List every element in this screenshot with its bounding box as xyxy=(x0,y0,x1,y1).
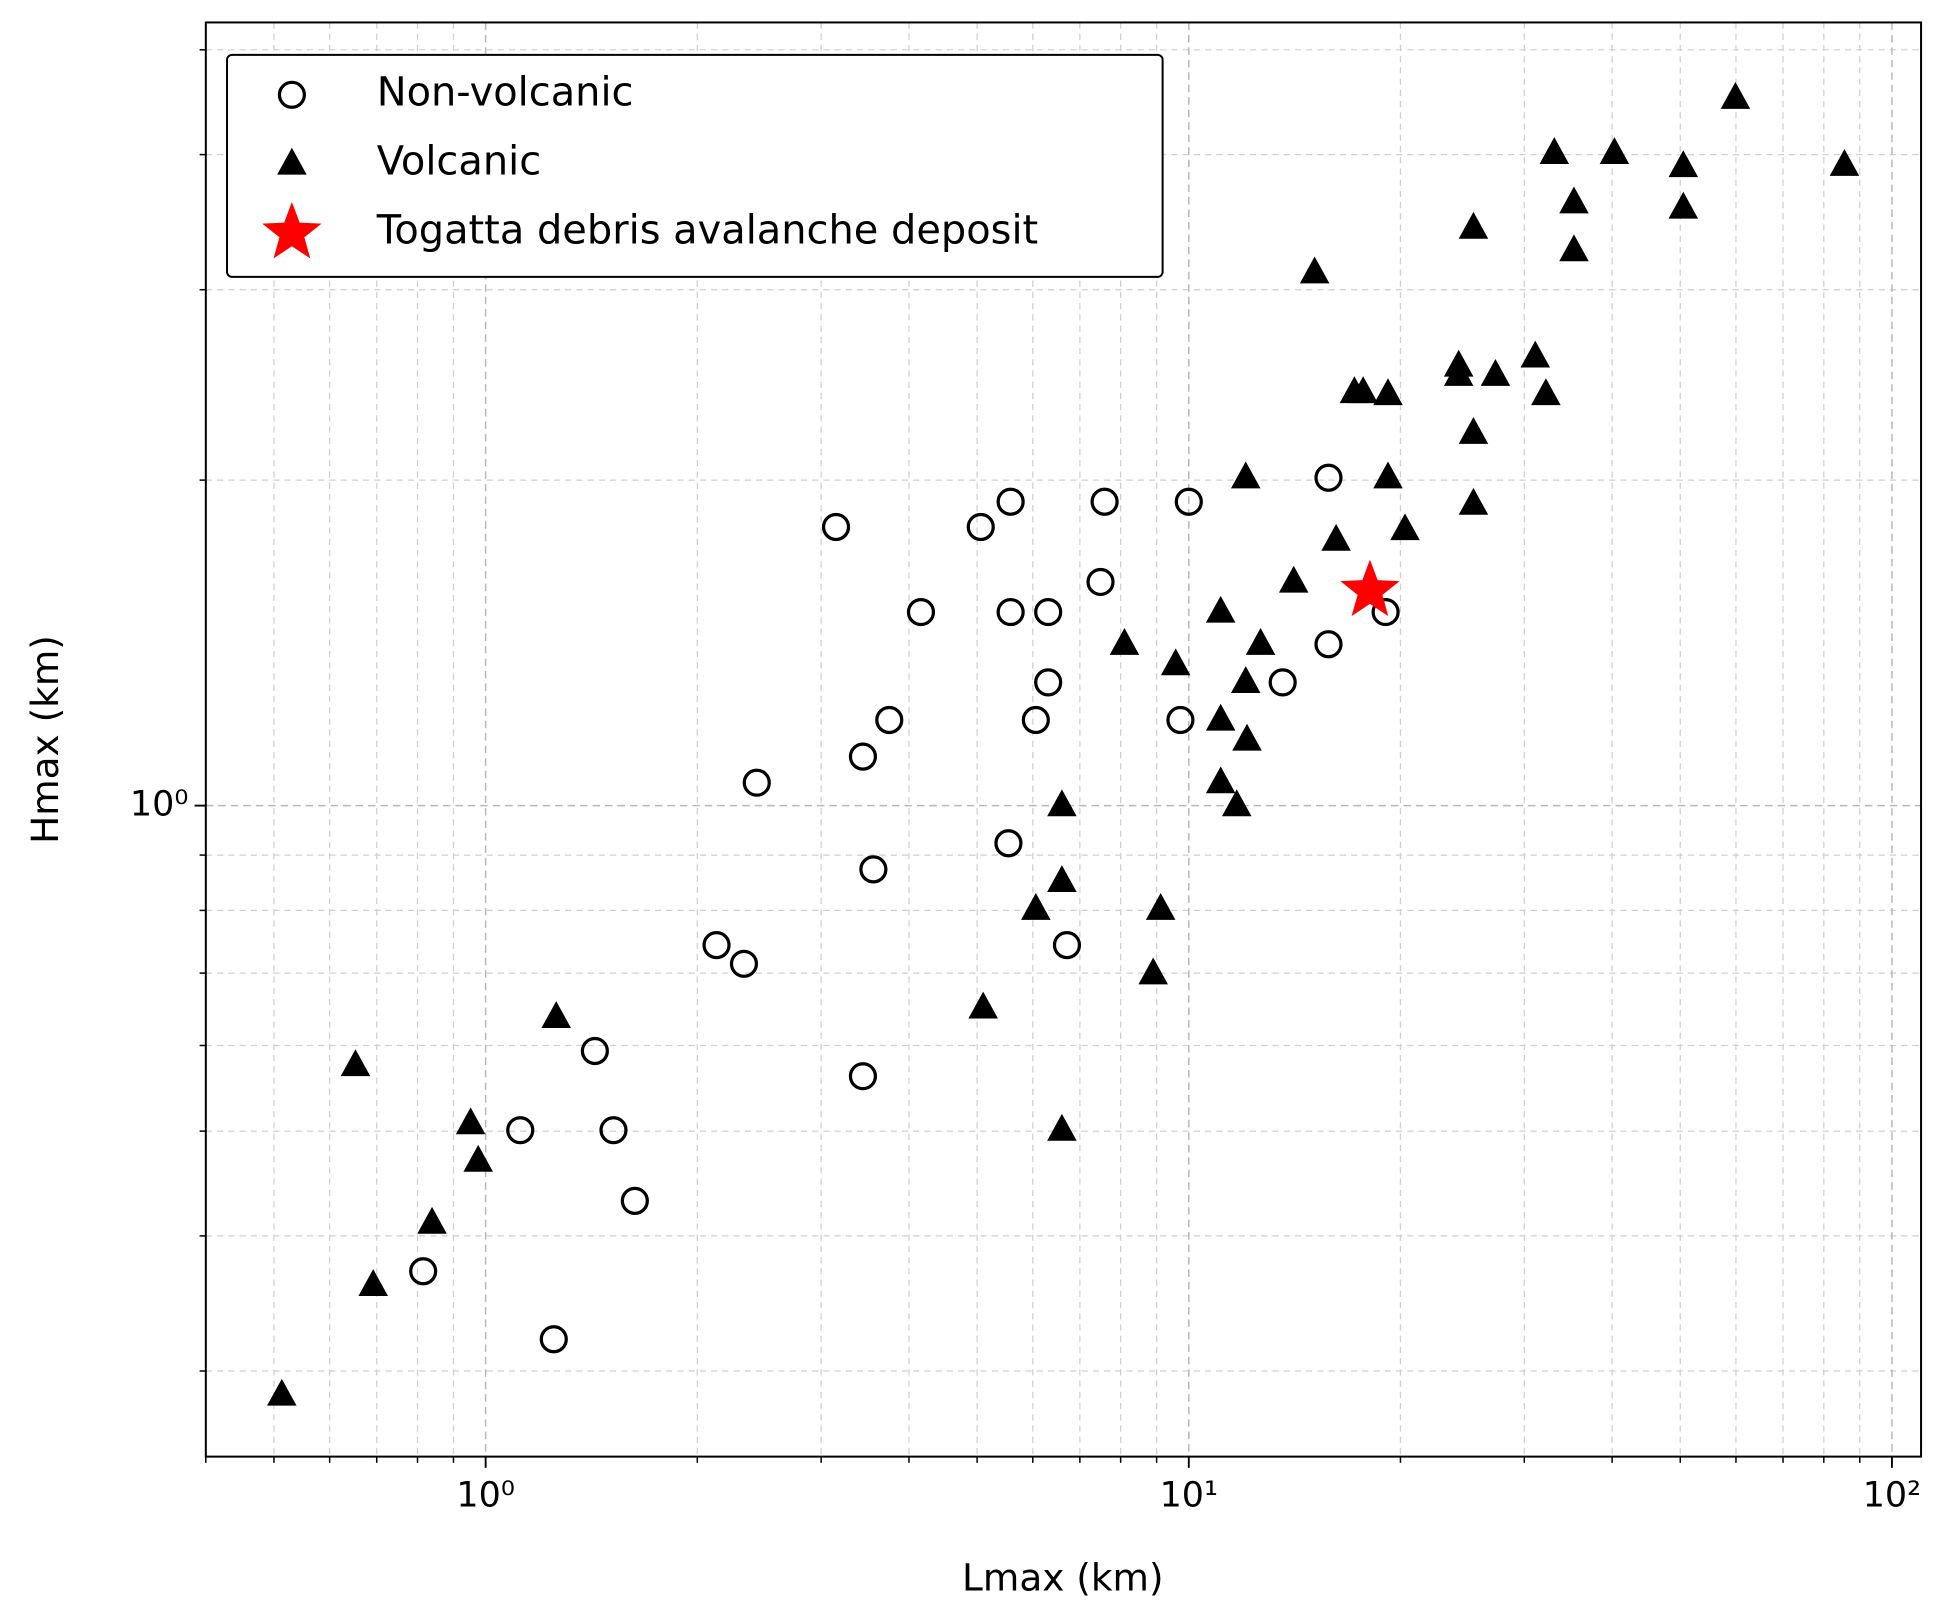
marker-triangle xyxy=(1021,892,1051,920)
marker-circle xyxy=(859,855,888,884)
marker-triangle xyxy=(1205,766,1236,794)
marker-triangle xyxy=(1230,666,1261,694)
marker-circle xyxy=(1021,705,1050,735)
marker-triangle xyxy=(1160,648,1191,676)
marker-star xyxy=(262,202,322,259)
marker-circle xyxy=(1052,931,1082,960)
marker-circle xyxy=(996,487,1025,516)
marker-triangle xyxy=(1458,487,1489,515)
marker-circle xyxy=(599,1116,628,1145)
marker-circle xyxy=(620,1186,649,1215)
marker-triangle xyxy=(417,1206,447,1234)
marker-circle xyxy=(1314,630,1343,659)
marker-triangle xyxy=(455,1107,486,1135)
marker-triangle xyxy=(1599,137,1630,165)
marker-triangle xyxy=(1047,789,1077,817)
marker-circle xyxy=(1314,463,1343,492)
legend-box xyxy=(226,53,1164,278)
marker-circle xyxy=(1174,487,1203,516)
marker-triangle xyxy=(1390,513,1420,541)
marker-triangle xyxy=(1458,211,1489,239)
marker-triangle xyxy=(1232,723,1262,751)
marker-circle xyxy=(821,512,851,542)
marker-triangle xyxy=(1829,149,1860,176)
marker-circle xyxy=(1090,487,1119,516)
marker-triangle xyxy=(340,1049,371,1077)
marker-circle xyxy=(1034,597,1063,627)
y-tick-label: 10⁰ xyxy=(130,785,188,825)
marker-triangle xyxy=(1348,376,1378,404)
marker-circle xyxy=(994,829,1023,858)
marker-circle xyxy=(409,1257,438,1286)
marker-triangle xyxy=(1321,523,1351,551)
marker-triangle xyxy=(1559,234,1589,262)
x-tick-label: 10⁰ xyxy=(456,1476,514,1516)
marker-triangle xyxy=(1720,81,1751,109)
marker-triangle xyxy=(1520,340,1551,368)
marker-triangle xyxy=(1443,359,1474,386)
marker-circle xyxy=(848,1062,878,1091)
marker-triangle xyxy=(1205,595,1236,623)
series-0 xyxy=(409,463,1400,1354)
marker-star xyxy=(1340,559,1400,617)
marker-triangle xyxy=(358,1269,388,1296)
marker-triangle xyxy=(1559,186,1589,214)
marker-triangle xyxy=(1539,137,1570,165)
marker-circle xyxy=(848,742,878,771)
marker-triangle xyxy=(1480,359,1511,386)
plot-frame xyxy=(204,21,1923,1458)
marker-triangle xyxy=(1373,461,1403,489)
y-axis-label: Hmax (km) xyxy=(23,635,67,844)
marker-circle xyxy=(742,768,771,797)
marker-circle xyxy=(996,597,1025,627)
x-tick-label: 10¹ xyxy=(1160,1476,1218,1516)
marker-circle xyxy=(875,705,904,735)
marker-circle xyxy=(906,597,936,627)
series-1 xyxy=(267,81,1860,1406)
marker-circle xyxy=(966,512,995,542)
marker-triangle xyxy=(968,991,998,1019)
marker-circle xyxy=(277,80,306,109)
marker-triangle xyxy=(1047,865,1077,892)
marker-triangle xyxy=(1531,378,1561,406)
legend-label: Non-volcanic xyxy=(377,69,634,115)
x-tick-label: 10² xyxy=(1863,1476,1921,1516)
marker-circle xyxy=(729,949,759,978)
marker-triangle xyxy=(1221,789,1252,817)
marker-triangle xyxy=(1109,627,1140,655)
marker-circle xyxy=(539,1325,568,1354)
marker-triangle xyxy=(1458,416,1489,444)
marker-circle xyxy=(580,1036,609,1066)
marker-circle xyxy=(1034,668,1063,697)
marker-triangle xyxy=(1373,378,1403,406)
marker-triangle xyxy=(1230,461,1261,489)
marker-circle xyxy=(702,931,731,960)
marker-triangle xyxy=(1299,256,1330,284)
marker-triangle xyxy=(1668,191,1699,219)
marker-triangle xyxy=(1245,627,1276,655)
series-2 xyxy=(1340,559,1400,617)
marker-triangle xyxy=(541,1001,571,1028)
marker-triangle xyxy=(1145,892,1176,920)
marker-triangle xyxy=(1138,957,1168,985)
legend-label: Volcanic xyxy=(377,138,541,184)
marker-triangle xyxy=(1278,565,1309,593)
marker-triangle xyxy=(1205,703,1236,731)
x-axis-label: Lmax (km) xyxy=(962,1556,1164,1600)
marker-circle xyxy=(1268,668,1297,697)
marker-circle xyxy=(1086,567,1115,597)
legend-label: Togatta debris avalanche deposit xyxy=(376,208,1038,254)
marker-triangle xyxy=(277,147,307,175)
legend: Non-volcanic Volcanic Togatta debris avala… xyxy=(226,53,1164,278)
marker-triangle xyxy=(1047,1113,1077,1141)
marker-triangle xyxy=(463,1144,493,1172)
marker-circle xyxy=(1371,597,1400,627)
marker-circle xyxy=(1166,705,1195,735)
marker-triangle xyxy=(267,1378,297,1406)
marker-circle xyxy=(506,1116,535,1145)
marker-triangle xyxy=(1668,150,1699,178)
